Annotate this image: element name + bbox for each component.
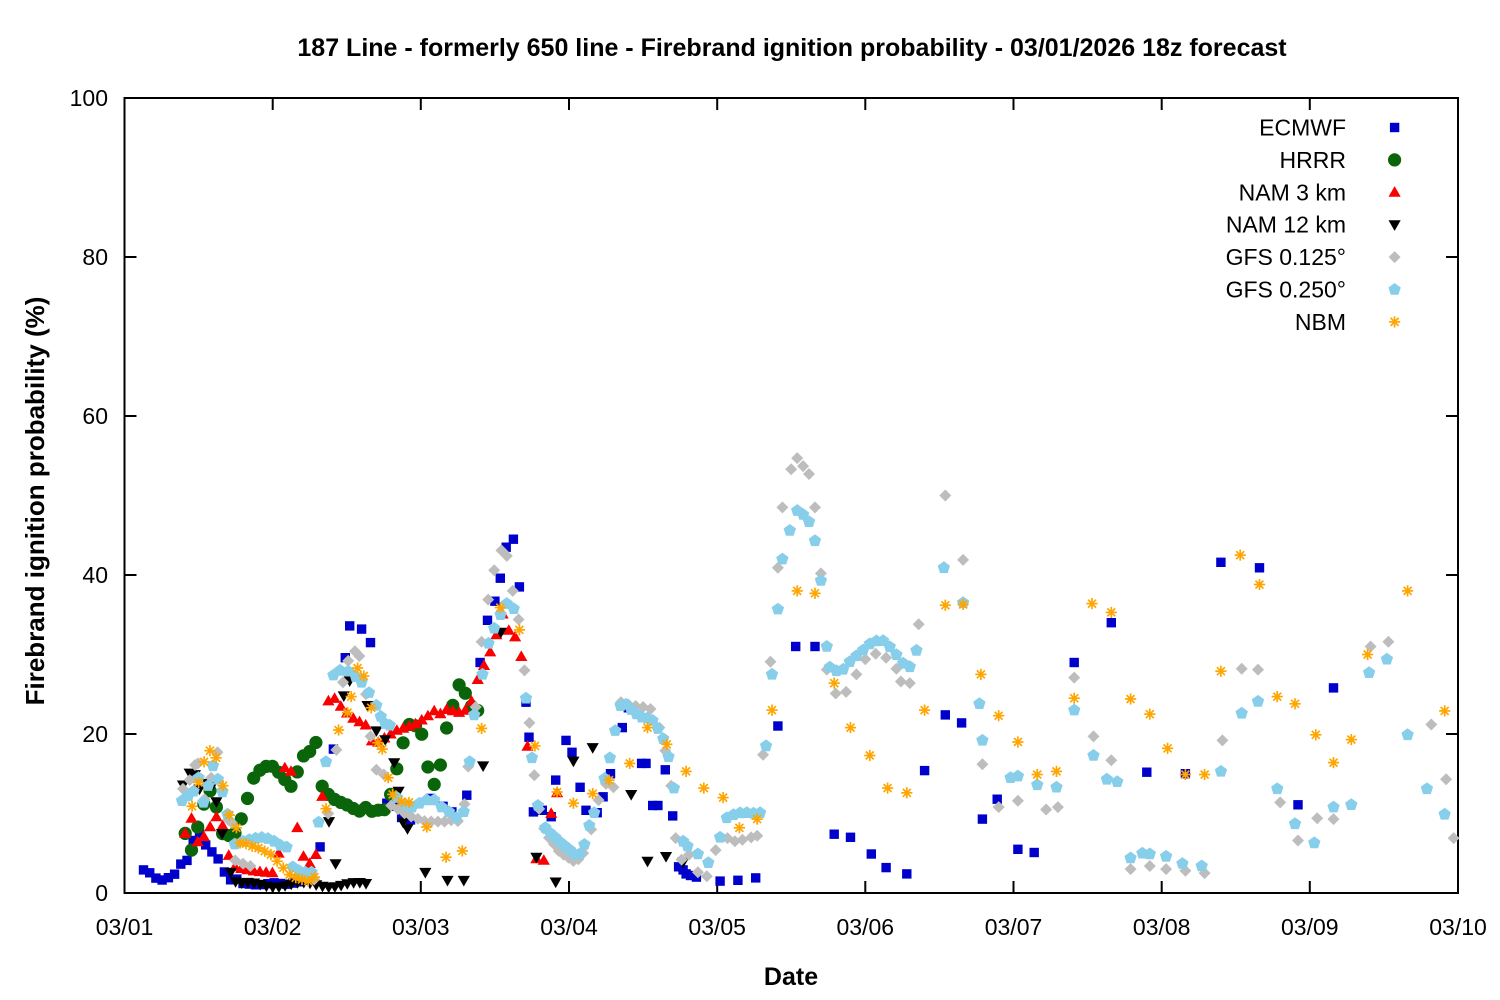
svg-text:60: 60	[82, 403, 108, 429]
svg-text:Firebrand ignition probability: Firebrand ignition probability (%)	[20, 297, 50, 706]
svg-text:03/01: 03/01	[96, 914, 154, 940]
svg-text:03/03: 03/03	[392, 914, 450, 940]
svg-text:GFS 0.125°: GFS 0.125°	[1226, 244, 1346, 270]
svg-text:20: 20	[82, 721, 108, 747]
svg-text:NAM 12 km: NAM 12 km	[1226, 212, 1346, 238]
svg-text:03/05: 03/05	[688, 914, 746, 940]
svg-text:40: 40	[82, 562, 108, 588]
svg-text:03/06: 03/06	[837, 914, 895, 940]
svg-text:0: 0	[95, 880, 108, 906]
svg-text:NBM: NBM	[1295, 309, 1346, 335]
svg-text:03/07: 03/07	[985, 914, 1043, 940]
svg-text:03/08: 03/08	[1133, 914, 1191, 940]
svg-text:80: 80	[82, 244, 108, 270]
svg-text:Date: Date	[764, 963, 818, 991]
svg-text:03/04: 03/04	[540, 914, 598, 940]
svg-text:HRRR: HRRR	[1280, 147, 1346, 173]
svg-text:100: 100	[70, 85, 108, 111]
svg-text:03/09: 03/09	[1281, 914, 1339, 940]
svg-text:ECMWF: ECMWF	[1259, 115, 1346, 141]
svg-text:187 Line - formerly 650 line -: 187 Line - formerly 650 line - Firebrand…	[297, 34, 1287, 62]
svg-text:NAM 3 km: NAM 3 km	[1239, 179, 1346, 205]
svg-text:03/02: 03/02	[244, 914, 302, 940]
svg-text:GFS 0.250°: GFS 0.250°	[1226, 277, 1346, 303]
svg-text:03/10: 03/10	[1429, 914, 1487, 940]
